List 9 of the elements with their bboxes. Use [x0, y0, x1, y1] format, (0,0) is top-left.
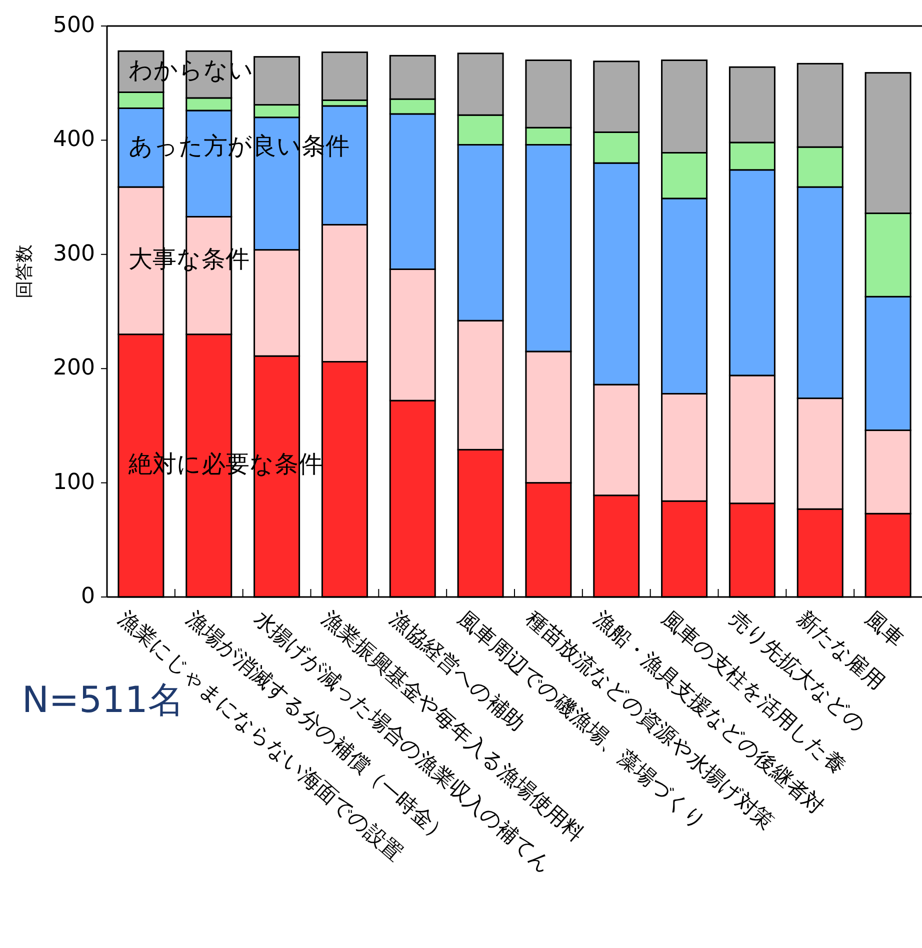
- y-tick-label: 100: [53, 470, 95, 495]
- y-tick-label: 0: [81, 584, 95, 610]
- y-tick-label: 200: [53, 356, 95, 381]
- y-tick-label: 500: [53, 13, 95, 38]
- x-tick-label: 風車: [860, 606, 908, 652]
- y-axis-title: 回答数: [14, 244, 35, 298]
- y-tick-label: 400: [53, 127, 95, 152]
- y-tick-label: 300: [53, 241, 95, 266]
- text: N=511名: [22, 680, 184, 721]
